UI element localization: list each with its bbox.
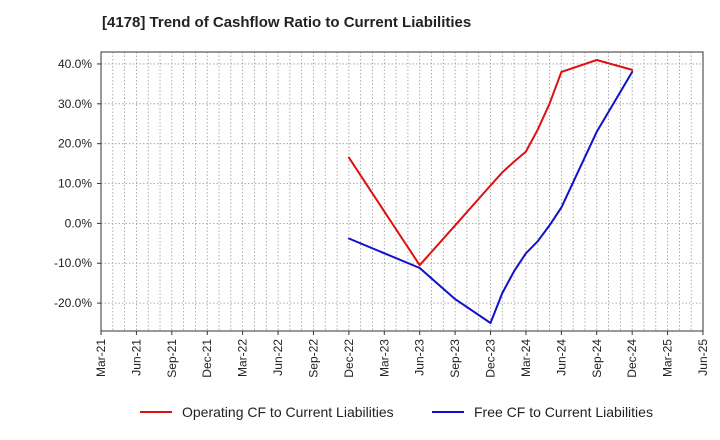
grid-lines bbox=[100, 52, 704, 331]
y-tick-label: 40.0% bbox=[58, 57, 92, 71]
legend-label-operating: Operating CF to Current Liabilities bbox=[182, 404, 394, 420]
plot-frame bbox=[100, 51, 704, 332]
y-tick-label: 0.0% bbox=[65, 216, 93, 230]
y-tick-label: -20.0% bbox=[54, 296, 92, 310]
legend-item-operating[interactable]: Operating CF to Current Liabilities bbox=[140, 404, 394, 420]
x-tick-label: Jun-23 bbox=[413, 339, 427, 376]
x-tick-label: Dec-22 bbox=[342, 339, 356, 378]
x-tick-label: Jun-21 bbox=[129, 339, 143, 376]
x-tick-label: Mar-22 bbox=[236, 339, 250, 377]
x-tick-label: Dec-21 bbox=[200, 339, 214, 378]
legend-label-free: Free CF to Current Liabilities bbox=[474, 404, 653, 420]
x-tick-label: Jun-22 bbox=[271, 339, 285, 376]
chart-title: [4178] Trend of Cashflow Ratio to Curren… bbox=[102, 14, 472, 31]
y-tick-label: 20.0% bbox=[58, 137, 92, 151]
legend-item-free[interactable]: Free CF to Current Liabilities bbox=[432, 404, 653, 420]
x-tick-label: Jun-25 bbox=[696, 339, 710, 376]
y-tick-labels: -20.0% -10.0% 0.0% 10.0% 20.0% 30.0% 40.0% bbox=[54, 57, 92, 310]
legend-swatch-free bbox=[432, 411, 464, 413]
legend: Operating CF to Current Liabilities Free… bbox=[0, 404, 720, 428]
x-tick-labels: Mar-21 Jun-21 Sep-21 Dec-21 Mar-22 Jun-22 Sep-… bbox=[94, 339, 710, 378]
x-tick-label: Jun-24 bbox=[554, 339, 568, 376]
series-line-operating bbox=[347, 59, 634, 267]
x-tick-label: Mar-24 bbox=[519, 339, 533, 377]
y-tick-label: 10.0% bbox=[58, 177, 92, 191]
x-tick-label: Mar-21 bbox=[94, 339, 108, 377]
y-tick-label: 30.0% bbox=[58, 97, 92, 111]
x-tick-label: Mar-23 bbox=[377, 339, 391, 377]
series-line-free bbox=[347, 70, 634, 324]
series-lines bbox=[347, 59, 634, 324]
y-tick-label: -10.0% bbox=[54, 256, 92, 270]
x-tick-label: Dec-23 bbox=[484, 339, 498, 378]
x-tick-label: Sep-24 bbox=[590, 339, 604, 378]
legend-swatch-operating bbox=[140, 411, 172, 413]
x-tick-label: Mar-25 bbox=[661, 339, 675, 377]
axes bbox=[97, 51, 704, 335]
x-tick-label: Sep-23 bbox=[448, 339, 462, 378]
x-tick-label: Sep-21 bbox=[165, 339, 179, 378]
x-tick-label: Dec-24 bbox=[625, 339, 639, 378]
x-tick-label: Sep-22 bbox=[306, 339, 320, 378]
